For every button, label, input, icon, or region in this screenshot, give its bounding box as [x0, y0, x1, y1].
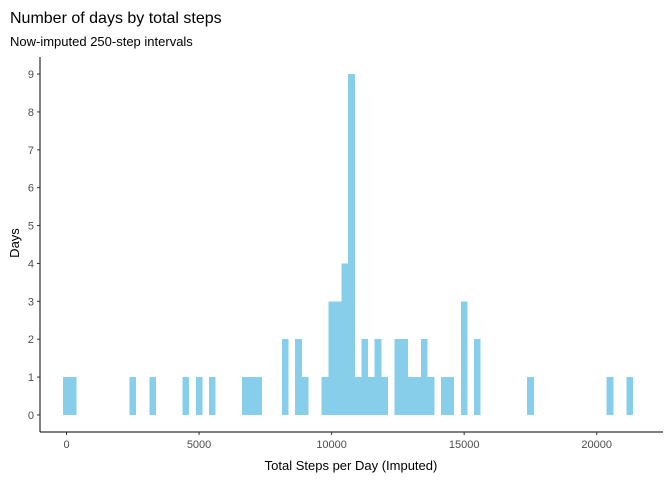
- y-tick-label: 4: [28, 258, 34, 270]
- y-axis: 0 1 2 3 4 5 6 7 8 9: [28, 57, 41, 432]
- histogram-bar: [328, 301, 335, 415]
- histogram-bar: [401, 339, 408, 415]
- histogram-bar: [606, 377, 614, 415]
- histogram-bar: [341, 263, 349, 415]
- histogram-bar: [381, 377, 388, 415]
- histogram-bar: [447, 377, 455, 415]
- x-tick-label: 0: [63, 439, 69, 451]
- histogram-bar: [374, 339, 382, 415]
- x-tick-label: 10000: [316, 439, 347, 451]
- histogram-bar: [295, 339, 302, 415]
- histogram-bar: [69, 377, 77, 415]
- histogram-bar: [368, 377, 375, 415]
- histogram-bar: [361, 339, 369, 415]
- histogram-bar: [209, 377, 216, 415]
- y-tick-label: 9: [28, 69, 34, 81]
- histogram-bar: [129, 377, 137, 415]
- histogram-bar: [321, 377, 329, 415]
- y-tick-label: 5: [28, 221, 34, 233]
- y-tick-label: 6: [28, 183, 34, 195]
- histogram-bar: [255, 377, 263, 415]
- y-tick-label: 7: [28, 145, 34, 157]
- y-tick-label: 0: [28, 410, 34, 422]
- histogram-bar: [63, 377, 70, 415]
- y-axis-label: Days: [7, 228, 22, 258]
- x-axis: 0 5000 10000 15000 20000: [40, 431, 663, 451]
- histogram-bar: [440, 377, 448, 415]
- histogram-bar: [182, 377, 190, 415]
- x-tick-label: 15000: [449, 439, 480, 451]
- histogram-bar: [394, 339, 402, 415]
- histogram-bar: [407, 377, 415, 415]
- histogram-bar: [427, 377, 435, 415]
- histogram-bar: [414, 377, 422, 415]
- histogram-bar: [334, 301, 342, 415]
- histogram-bar: [354, 377, 362, 415]
- x-axis-label: Total Steps per Day (Imputed): [265, 458, 438, 473]
- histogram-bar: [242, 377, 249, 415]
- bars: [63, 74, 634, 415]
- chart-title: Number of days by total steps: [10, 10, 222, 27]
- y-tick-label: 2: [28, 334, 34, 346]
- histogram-bar: [626, 377, 634, 415]
- histogram-bar: [527, 377, 534, 415]
- y-tick-label: 8: [28, 107, 34, 119]
- histogram-bar: [281, 339, 289, 415]
- histogram-bar: [460, 301, 468, 415]
- histogram-bar: [149, 377, 156, 415]
- x-tick-label: 5000: [187, 439, 211, 451]
- histogram-bar: [348, 74, 355, 415]
- histogram-bar: [301, 377, 309, 415]
- y-tick-label: 3: [28, 296, 34, 308]
- chart-subtitle: Now-imputed 250-step intervals: [10, 34, 193, 49]
- x-tick-label: 20000: [581, 439, 612, 451]
- histogram-bar: [195, 377, 203, 415]
- y-tick-label: 1: [28, 372, 34, 384]
- histogram-bar: [474, 339, 481, 415]
- histogram-bar: [421, 339, 428, 415]
- histogram-bar: [248, 377, 256, 415]
